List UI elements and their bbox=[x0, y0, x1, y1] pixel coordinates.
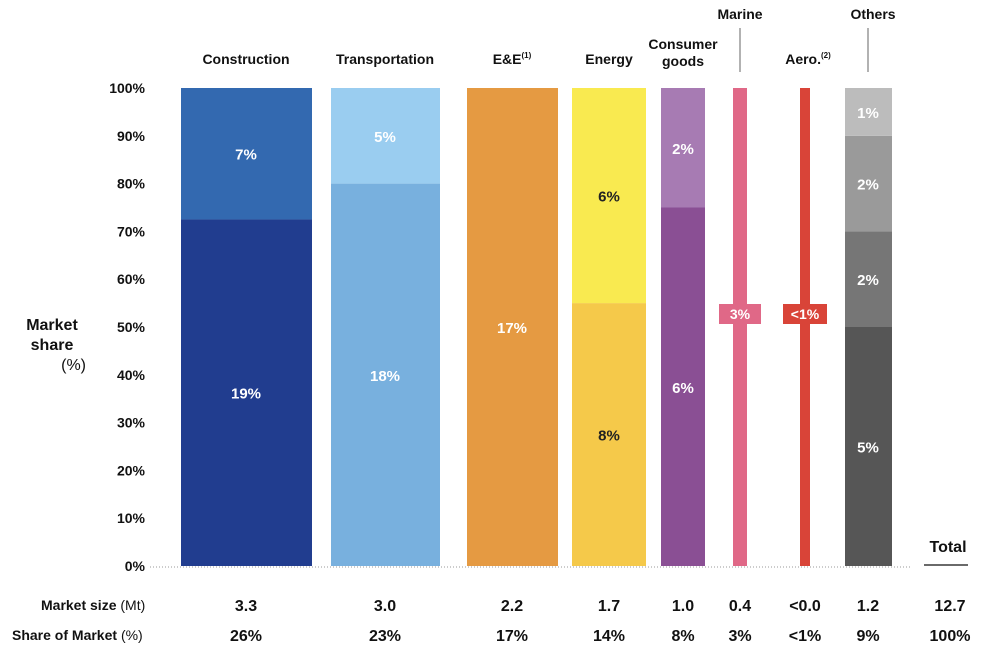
y-tick-label: 100% bbox=[109, 80, 145, 96]
category-header-4: goods bbox=[662, 53, 704, 69]
bar-segment bbox=[467, 88, 558, 566]
bar-segment bbox=[845, 135, 892, 232]
table-cell: <0.0 bbox=[789, 598, 821, 615]
category-header-3: Energy bbox=[585, 51, 633, 67]
bar-data-label: 5% bbox=[374, 129, 396, 146]
y-tick-label: 60% bbox=[117, 271, 146, 287]
bar-data-label: 2% bbox=[857, 177, 879, 194]
category-header-5: Marine bbox=[717, 6, 762, 22]
table-cell: 1.2 bbox=[857, 598, 879, 615]
total-cell: 100% bbox=[930, 628, 971, 645]
category-header-6: Aero.(2) bbox=[785, 51, 831, 67]
y-tick-label: 0% bbox=[125, 558, 146, 574]
y-tick-label: 50% bbox=[117, 319, 146, 335]
bar-data-label: 5% bbox=[857, 440, 879, 457]
y-tick-label: 10% bbox=[117, 510, 146, 526]
bar-data-label: 3% bbox=[730, 306, 751, 322]
table-cell: 1.0 bbox=[672, 598, 694, 615]
bar-data-label: 8% bbox=[598, 428, 620, 445]
bar-data-label: <1% bbox=[791, 306, 820, 322]
table-cell: 3% bbox=[728, 628, 751, 645]
y-tick-label: 30% bbox=[117, 415, 146, 431]
category-header-2: E&E(1) bbox=[493, 51, 532, 67]
bar-segment bbox=[572, 88, 646, 304]
bar-segment bbox=[572, 303, 646, 566]
bar-segment bbox=[800, 88, 810, 566]
table-cell: 9% bbox=[856, 628, 879, 645]
bar-data-label: 1% bbox=[857, 105, 879, 122]
bar-segment bbox=[733, 88, 747, 566]
total-cell: 12.7 bbox=[934, 598, 965, 615]
bar-data-label-box bbox=[783, 304, 827, 324]
y-axis-label-line2: share bbox=[30, 337, 74, 354]
bar-data-label: 19% bbox=[231, 386, 261, 403]
bar-segment bbox=[181, 88, 312, 220]
table-cell: <1% bbox=[789, 628, 821, 645]
bar-segment bbox=[331, 183, 440, 566]
row-label-share-of-market: Share of Market (%) bbox=[12, 627, 143, 643]
bar-data-label: 17% bbox=[497, 320, 527, 337]
table-cell: 3.3 bbox=[235, 598, 257, 615]
bar-segment bbox=[181, 219, 312, 566]
bar-segment bbox=[661, 88, 705, 208]
bar-data-label-box bbox=[719, 304, 761, 324]
bar-data-label: 2% bbox=[672, 141, 694, 158]
y-tick-label: 90% bbox=[117, 128, 146, 144]
bar-data-label: 6% bbox=[672, 380, 694, 397]
bar-segment bbox=[845, 231, 892, 327]
total-header: Total bbox=[929, 539, 966, 556]
bar-segment bbox=[331, 88, 440, 184]
table-cell: 0.4 bbox=[729, 598, 751, 615]
row-label-market-size: Market size (Mt) bbox=[41, 597, 146, 613]
y-tick-label: 70% bbox=[117, 223, 146, 239]
category-header-4: Consumer bbox=[648, 36, 718, 52]
bar-segment bbox=[845, 327, 892, 566]
category-header-7: Others bbox=[850, 6, 895, 22]
table-cell: 17% bbox=[496, 628, 528, 645]
table-cell: 1.7 bbox=[598, 598, 620, 615]
category-header-0: Construction bbox=[202, 51, 289, 67]
table-cell: 14% bbox=[593, 628, 625, 645]
y-tick-label: 80% bbox=[117, 176, 146, 192]
bar-segment bbox=[845, 88, 892, 136]
bar-data-label: 7% bbox=[235, 147, 257, 164]
table-cell: 8% bbox=[671, 628, 694, 645]
y-tick-label: 20% bbox=[117, 462, 146, 478]
y-tick-label: 40% bbox=[117, 367, 146, 383]
y-axis-label-line1: Market bbox=[26, 317, 78, 334]
y-axis-label-unit: (%) bbox=[61, 357, 86, 374]
table-cell: 2.2 bbox=[501, 598, 523, 615]
table-cell: 3.0 bbox=[374, 598, 396, 615]
bar-segment bbox=[661, 207, 705, 566]
table-cell: 23% bbox=[369, 628, 401, 645]
category-header-1: Transportation bbox=[336, 51, 434, 67]
table-cell: 26% bbox=[230, 628, 262, 645]
bar-data-label: 18% bbox=[370, 368, 400, 385]
y-axis-label: Market share (%) bbox=[12, 316, 92, 376]
bar-data-label: 6% bbox=[598, 189, 620, 206]
bar-data-label: 2% bbox=[857, 272, 879, 289]
